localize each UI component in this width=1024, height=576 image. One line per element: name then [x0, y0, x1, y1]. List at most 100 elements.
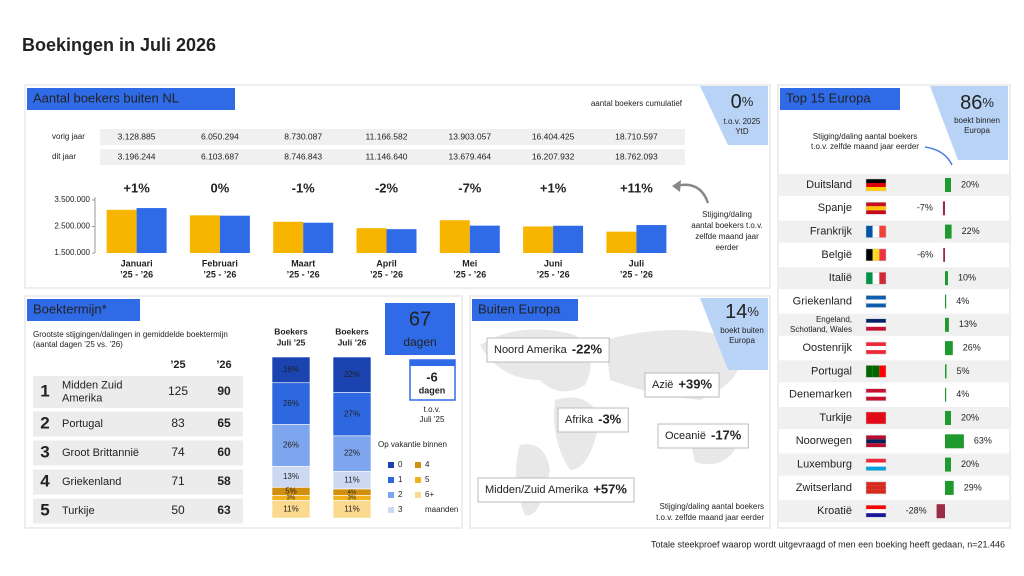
country: Turkije: [62, 505, 95, 517]
legend-title: Op vakantie binnen: [378, 440, 447, 449]
segment-label: 26%: [283, 399, 299, 408]
badge-caption: t.o.v. 2025: [724, 117, 761, 126]
value-label: -7%: [917, 203, 933, 213]
bar: [945, 178, 951, 192]
value-label: 20%: [961, 179, 979, 189]
delta-value: -6: [426, 369, 438, 384]
stack-segment: [271, 356, 311, 384]
country: Noorwegen: [796, 435, 852, 447]
table-row: [33, 440, 243, 466]
badge-number: 0: [731, 91, 742, 113]
bar: [469, 225, 500, 253]
bar: [945, 317, 949, 332]
region-name: Azië: [652, 379, 673, 391]
value-label: 22%: [962, 226, 980, 236]
row-band: [779, 360, 1009, 383]
flag: [866, 513, 886, 518]
days-badge: [385, 303, 455, 355]
flag: [866, 206, 886, 211]
value-label: 63%: [974, 436, 992, 446]
flag: [866, 462, 886, 467]
value-25: 71: [171, 474, 185, 488]
segment-label: 22%: [344, 370, 360, 379]
row-band: [779, 174, 1009, 196]
flag-border: [865, 225, 887, 238]
flag: [866, 326, 886, 331]
table-cell: 8.730.087: [284, 131, 322, 141]
bar: [439, 220, 470, 253]
flag: [866, 392, 886, 397]
badge: [700, 298, 768, 370]
flag-border: [865, 365, 887, 378]
table-row: [33, 376, 243, 408]
x-tick-period: ’25 - ’26: [453, 269, 486, 279]
value-25: 125: [168, 384, 188, 398]
flag: [872, 365, 880, 378]
bar: [945, 341, 953, 356]
legend-swatch: [415, 492, 421, 498]
flag-border: [865, 271, 887, 285]
flag: [879, 365, 886, 378]
table-cell: 16.207.932: [532, 151, 575, 161]
region-box: [644, 372, 720, 398]
cumulative-label: aantal boekers cumulatief: [591, 99, 683, 108]
panel-title-bar: [472, 299, 578, 321]
country: Spanje: [818, 202, 852, 214]
region-box: [657, 423, 749, 449]
flag: [866, 342, 886, 347]
segment-label: 3%: [348, 495, 357, 501]
table-cell: 8.746.843: [284, 151, 322, 161]
bar: [945, 411, 951, 425]
stack-header: Boekers: [274, 326, 308, 336]
flag-border: [865, 481, 887, 495]
flag-border: [865, 504, 887, 518]
country: Midden Zuid: [62, 379, 123, 391]
rank: 2: [40, 413, 49, 432]
country: Amerika: [62, 392, 103, 404]
change-label: +1%: [540, 180, 567, 195]
x-tick-label: April: [376, 258, 397, 268]
flag: [866, 322, 886, 327]
calendar: [409, 359, 456, 401]
flag: [866, 202, 886, 207]
flag: [866, 485, 886, 490]
table-cell: 6.050.294: [201, 131, 239, 141]
stack-header: Juli ’25: [277, 337, 306, 347]
days-unit: dagen: [403, 335, 436, 349]
country: Denemarken: [789, 389, 852, 401]
note: Stijging/daling aantal boekers: [659, 502, 764, 511]
legend-label: 1: [398, 475, 403, 484]
flag: [866, 412, 886, 416]
bar: [945, 480, 954, 495]
flag-border: [865, 388, 887, 401]
flag: [866, 303, 886, 308]
value-label: -28%: [906, 506, 927, 516]
country: Zwitserland: [796, 482, 852, 494]
badge-number: 14: [725, 301, 747, 323]
rank: 3: [40, 442, 49, 461]
flag-border: [865, 341, 887, 355]
segment-label: 26%: [283, 441, 299, 450]
row-band: [779, 313, 1009, 336]
value-label: 5%: [957, 366, 970, 376]
bar: [303, 222, 334, 253]
row-band: [779, 267, 1009, 290]
flag: [866, 179, 886, 183]
y-tick-label: 2.500.000: [54, 222, 90, 231]
x-tick-period: ’25 - ’26: [120, 269, 153, 279]
x-tick-period: ’25 - ’26: [203, 269, 236, 279]
bar: [523, 226, 554, 253]
bar: [945, 434, 964, 449]
value-26: 60: [217, 445, 231, 459]
table-cell: 3.196.244: [118, 151, 156, 161]
table-cell: 3.128.885: [118, 131, 156, 141]
flag: [866, 509, 886, 514]
stack-header: Boekers: [335, 326, 369, 336]
region-name: Oceanië: [665, 430, 706, 442]
country: Turkije: [819, 412, 852, 424]
segment-label: 22%: [344, 449, 360, 458]
flag-border: [865, 435, 887, 448]
country: Oostenrijk: [802, 342, 852, 354]
bar: [942, 201, 945, 216]
flag: [866, 435, 886, 440]
